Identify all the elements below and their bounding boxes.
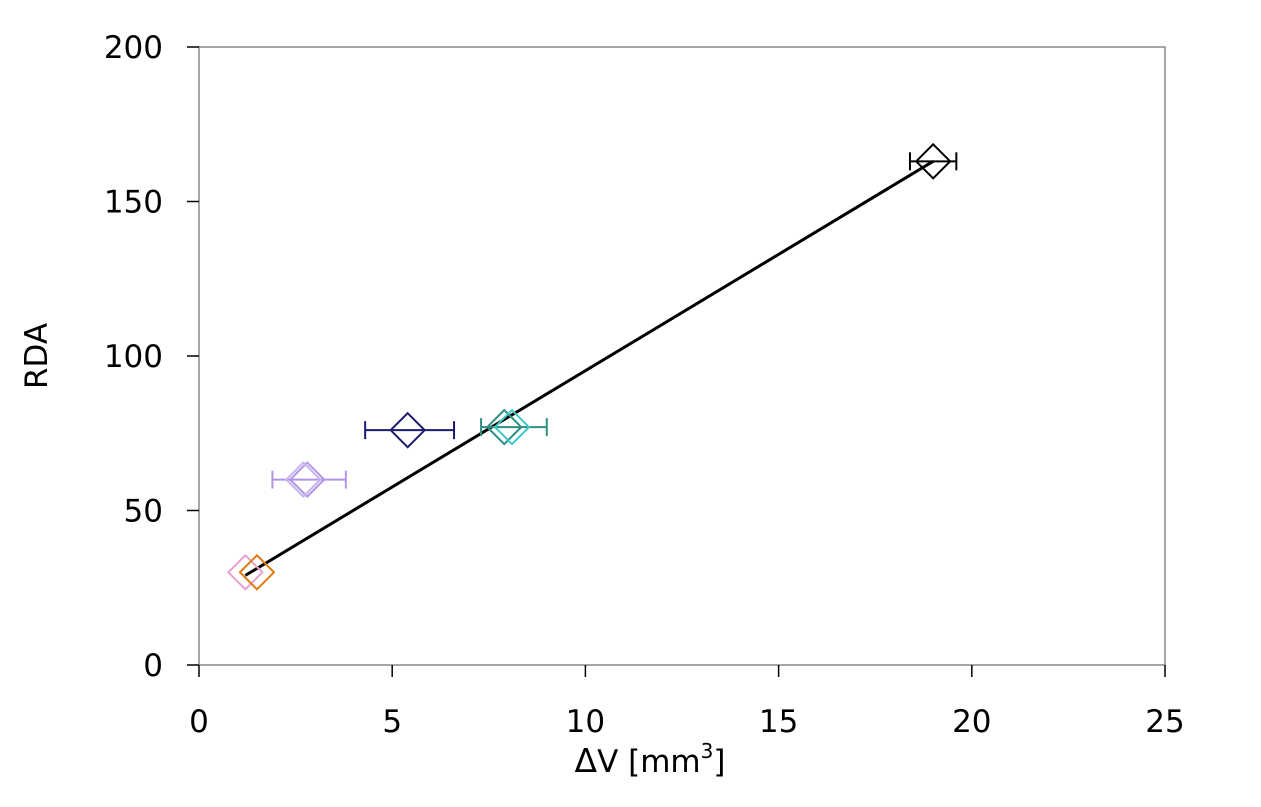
y-axis: 0 50 100 150 200 — [104, 30, 199, 684]
data-points — [226, 142, 958, 591]
data-point — [364, 411, 456, 449]
data-point — [493, 408, 531, 446]
data-point — [226, 553, 264, 591]
diamond-marker — [226, 553, 264, 591]
x-tick-label: 10 — [566, 704, 605, 740]
data-point — [908, 142, 958, 180]
diamond-marker — [485, 408, 523, 446]
data-point — [284, 461, 322, 499]
plot-area — [198, 46, 1166, 666]
x-tick-label: 5 — [382, 704, 402, 740]
y-tick-label: 50 — [124, 494, 163, 530]
y-tick-label: 150 — [104, 185, 163, 221]
data-point — [238, 553, 276, 591]
diamond-marker — [288, 461, 326, 499]
x-axis-title-main: V [mm — [597, 744, 701, 780]
diamond-marker — [238, 553, 276, 591]
x-axis-title-suffix: ] — [713, 744, 725, 780]
data-point — [480, 408, 548, 446]
y-tick-label: 0 — [143, 648, 163, 684]
x-tick-label: 20 — [952, 704, 991, 740]
diamond-marker — [284, 461, 322, 499]
x-tick-label: 15 — [759, 704, 798, 740]
x-tick-label: 0 — [189, 704, 209, 740]
y-axis-title: RDA — [19, 323, 55, 389]
x-axis: 0 5 10 15 20 25 — [189, 665, 1185, 740]
diamond-marker — [914, 142, 952, 180]
fit-line — [244, 160, 934, 577]
x-axis-title-prefix: Δ — [575, 741, 598, 780]
x-axis-title: ΔV [mm3] — [575, 739, 726, 780]
x-tick-label: 25 — [1145, 704, 1184, 740]
diamond-marker — [493, 408, 531, 446]
x-axis-title-superscript: 3 — [701, 739, 714, 763]
diamond-marker — [389, 411, 427, 449]
y-tick-label: 100 — [104, 339, 163, 375]
y-tick-label: 200 — [104, 30, 163, 66]
data-point — [271, 461, 347, 499]
